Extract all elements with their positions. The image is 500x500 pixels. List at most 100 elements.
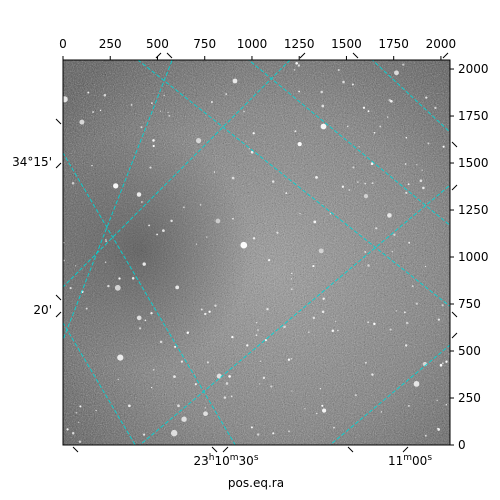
star [140, 126, 143, 129]
dec-tick-label-1: 20' [33, 303, 52, 317]
dec-tick-mark [55, 162, 62, 169]
star [395, 310, 398, 312]
ra-tick-mark [347, 446, 354, 453]
star [312, 265, 315, 268]
star [140, 201, 143, 203]
star [78, 421, 80, 423]
star [252, 132, 255, 135]
star [177, 404, 180, 408]
star [195, 243, 198, 245]
star [276, 231, 279, 234]
ra-tick-label-1: 11m00s [388, 453, 432, 468]
star [156, 233, 158, 236]
dec-tick-mark [451, 311, 458, 318]
star [69, 287, 72, 290]
star [163, 94, 165, 97]
star [285, 192, 288, 195]
dec-tick-mark [451, 141, 458, 148]
x-axis-label: pos.eq.ra [228, 476, 284, 490]
star [342, 80, 345, 84]
star [103, 94, 107, 97]
star [181, 416, 187, 422]
star [354, 394, 357, 397]
star [294, 130, 297, 133]
dec-tick-mark [55, 118, 62, 125]
star [283, 325, 286, 329]
star [411, 285, 414, 288]
star [159, 340, 163, 344]
star [329, 213, 332, 215]
star [322, 408, 327, 413]
star [321, 310, 325, 314]
star [315, 176, 318, 179]
ra-tick-mark [155, 52, 162, 59]
star [91, 164, 93, 167]
star [424, 434, 427, 437]
star [255, 322, 258, 324]
star [424, 265, 427, 268]
star [215, 218, 221, 224]
star [436, 399, 438, 402]
star [114, 284, 121, 291]
grid-line [137, 60, 450, 307]
top-tick-label: 1250 [284, 37, 315, 51]
star [252, 237, 256, 240]
star [262, 376, 266, 380]
star [367, 264, 370, 267]
star [200, 308, 203, 311]
star [293, 69, 296, 71]
star [228, 375, 231, 378]
star [250, 150, 254, 154]
star [408, 241, 411, 244]
star [210, 101, 213, 103]
star [159, 110, 162, 112]
star [375, 227, 378, 230]
star [225, 93, 228, 96]
star [295, 61, 299, 65]
star [174, 345, 177, 348]
star [419, 179, 423, 183]
star [167, 111, 169, 114]
top-tick-label: 750 [193, 37, 216, 51]
star [422, 186, 425, 190]
grid-line [63, 60, 173, 342]
star [199, 204, 202, 206]
dec-tick-mark [451, 332, 458, 339]
right-tick-label: 2000 [458, 62, 489, 76]
star [230, 395, 233, 398]
star [290, 278, 293, 280]
ra-tick-mark [72, 446, 79, 453]
ra-tick-mark [299, 52, 306, 59]
star [131, 277, 135, 280]
star [321, 104, 325, 108]
star [320, 123, 327, 130]
star [389, 328, 392, 331]
star [118, 277, 121, 280]
star [213, 171, 216, 173]
dec-tick-mark [451, 184, 458, 191]
star [168, 114, 171, 117]
star [152, 368, 155, 371]
star [415, 302, 418, 305]
star [113, 183, 119, 189]
star [117, 378, 119, 380]
star [404, 344, 408, 347]
right-tick-label: 1500 [458, 156, 489, 170]
star [413, 380, 420, 387]
dec-tick-label-0: 34°15' [12, 155, 52, 169]
star [290, 357, 293, 360]
top-tick-label: 250 [99, 37, 122, 51]
star [287, 358, 291, 361]
top-tick-label: 1000 [237, 37, 268, 51]
grid-line [139, 184, 450, 445]
star [264, 338, 268, 342]
grid-line [247, 60, 450, 227]
star [348, 189, 350, 191]
star [358, 146, 360, 148]
star [312, 316, 316, 320]
dec-tick-mark [55, 311, 62, 318]
star [78, 440, 82, 443]
star [204, 407, 207, 409]
star [347, 125, 349, 127]
star [373, 322, 376, 326]
